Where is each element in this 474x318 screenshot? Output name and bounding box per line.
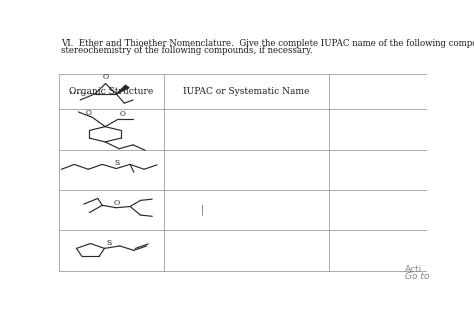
Text: S: S bbox=[107, 239, 112, 247]
Text: Organic Structure: Organic Structure bbox=[70, 87, 154, 96]
Text: O: O bbox=[102, 73, 109, 81]
Text: IUPAC or Systematic Name: IUPAC or Systematic Name bbox=[183, 87, 310, 96]
Polygon shape bbox=[117, 85, 129, 94]
Text: O: O bbox=[119, 110, 125, 118]
Text: O: O bbox=[86, 108, 91, 117]
Text: S: S bbox=[114, 159, 119, 167]
Text: O: O bbox=[113, 198, 119, 206]
Text: Acti: Acti bbox=[405, 265, 422, 274]
Text: Go to: Go to bbox=[405, 273, 429, 281]
Text: |: | bbox=[201, 205, 204, 215]
Text: VI.  Ether and Thioether Nomenclature.  Give the complete IUPAC name of the foll: VI. Ether and Thioether Nomenclature. Gi… bbox=[61, 39, 474, 48]
Text: stereochemistry of the following compounds, if necessary.: stereochemistry of the following compoun… bbox=[61, 46, 313, 55]
